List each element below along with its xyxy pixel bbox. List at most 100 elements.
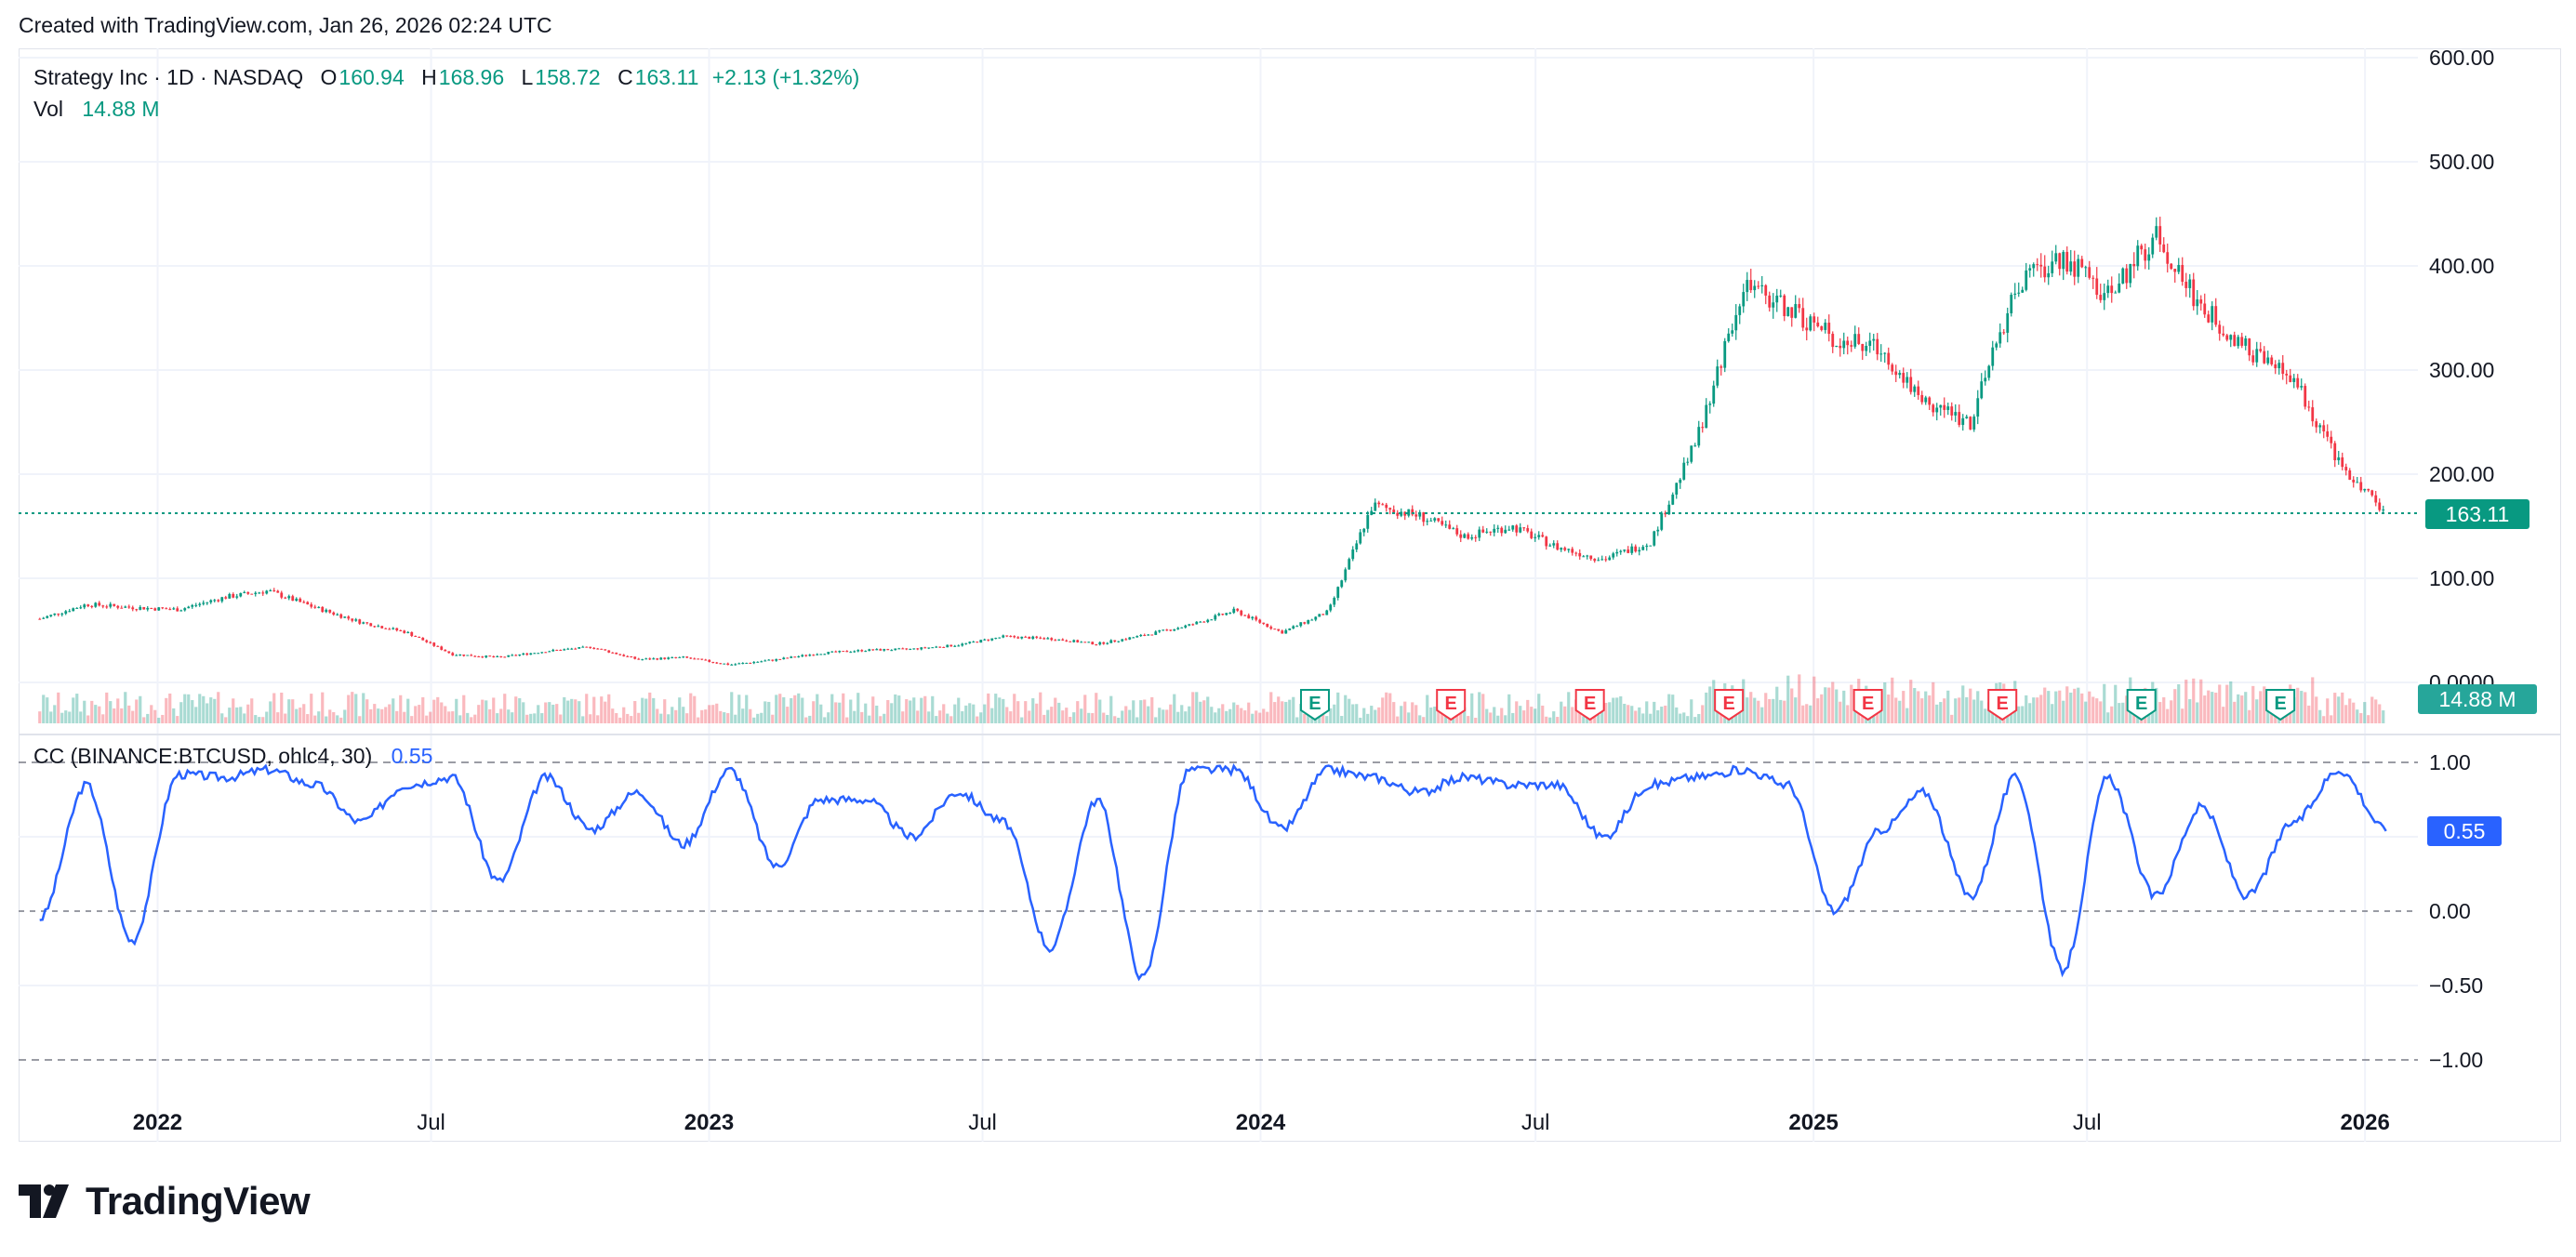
volume-bar [127, 705, 131, 723]
cc-reference-lines [19, 761, 2418, 1061]
volume-bar [812, 701, 816, 723]
candle-body [2307, 406, 2311, 408]
candle-body [60, 613, 64, 615]
candle-body [909, 648, 912, 650]
volume-bar [406, 698, 410, 723]
volume-bar [418, 705, 421, 723]
volume-bar [511, 712, 514, 723]
volume-bar [842, 693, 845, 723]
volume-bar [1028, 710, 1031, 723]
volume-bar [392, 698, 395, 723]
volume-bar [1481, 694, 1485, 723]
candle-body [1072, 640, 1076, 642]
volume-bar [1712, 680, 1716, 723]
volume-bar [2322, 716, 2326, 723]
volume-bar [1217, 708, 1221, 723]
earnings-marker: E [1574, 689, 1605, 721]
volume-bar [2333, 693, 2337, 723]
volume-bar [1917, 691, 1920, 723]
candle-body [652, 658, 656, 660]
volume-bar [414, 706, 418, 723]
volume-bar [429, 711, 432, 723]
volume-bar [1083, 695, 1087, 723]
candle-body [1507, 529, 1511, 531]
candle-body [1757, 285, 1760, 287]
volume-bar [306, 714, 310, 723]
candle-body [1441, 521, 1444, 525]
candle-body [2144, 249, 2147, 261]
volume-bar [1783, 700, 1786, 723]
volume-bar [1816, 698, 1820, 723]
candle-body [1191, 624, 1195, 626]
volume-bar [2118, 703, 2121, 723]
candle-body [890, 650, 894, 652]
volume-bar [2077, 687, 2080, 723]
candle-body [1240, 610, 1243, 615]
candle-body [592, 647, 596, 649]
volume-bar [131, 710, 135, 723]
candle-body [1671, 494, 1675, 505]
volume-bar [983, 704, 987, 723]
volume-bar [447, 711, 451, 723]
volume-bar [191, 700, 194, 723]
volume-bar [1061, 710, 1065, 723]
volume-label[interactable]: Vol [33, 97, 63, 121]
candle-body [2315, 421, 2318, 428]
volume-bar [179, 702, 183, 723]
volume-bar [2374, 699, 2378, 723]
candle-body [1355, 543, 1359, 550]
candle-body [790, 656, 793, 658]
candle-body [1656, 529, 1660, 532]
candle-body [1905, 377, 1909, 383]
candle-body [678, 656, 682, 658]
candle-body [1589, 555, 1593, 560]
candle-body [604, 649, 607, 651]
volume-bar [711, 705, 715, 723]
volume-bar [1567, 692, 1571, 723]
candle-body [589, 646, 592, 648]
volume-bar [1746, 697, 1749, 723]
volume-bar [2196, 702, 2199, 723]
symbol-label[interactable]: Strategy Inc · 1D · NASDAQ [33, 65, 304, 89]
candle-body [1630, 546, 1634, 553]
candle-body [1586, 555, 1589, 557]
candle-body [1128, 637, 1132, 640]
volume-bar [522, 702, 525, 723]
candle-body [2356, 482, 2359, 483]
candle-body [1749, 280, 1753, 291]
volume-bar [749, 708, 752, 723]
volume-bar [403, 711, 406, 723]
candle-body [83, 604, 86, 608]
candle-body [444, 649, 447, 652]
candle-body [2318, 425, 2322, 428]
candle-body [1738, 306, 1742, 315]
candle-body [771, 659, 775, 661]
volume-bar [98, 706, 101, 723]
volume-bar [671, 707, 674, 723]
candle-body [864, 651, 868, 653]
volume-bar [75, 694, 79, 723]
volume-bar [2311, 677, 2315, 723]
cc-label[interactable]: CC (BINANCE:BTCUSD, ohlc4, 30) [33, 744, 373, 768]
candle-body [2032, 264, 2036, 269]
earnings-marker-shape [1436, 689, 1467, 721]
candle-body [2270, 357, 2274, 364]
candle-body [217, 600, 220, 602]
volume-bar [209, 697, 213, 723]
volume-bar [2084, 701, 2088, 723]
volume-bar [481, 699, 485, 723]
volume-bar [1392, 702, 1396, 723]
candle-body [2363, 488, 2367, 491]
candle-body [1950, 406, 1954, 416]
candle-body [425, 640, 429, 642]
volume-bar [2367, 715, 2370, 723]
candle-body [804, 655, 808, 656]
candle-body [883, 649, 886, 651]
candle-body [1426, 521, 1429, 523]
candle-body [2036, 264, 2039, 266]
volume-bar [1976, 691, 1980, 723]
tradingview-logo[interactable]: TradingView [19, 1179, 311, 1224]
volume-bar [1954, 698, 1958, 723]
candle-body [1329, 604, 1333, 611]
